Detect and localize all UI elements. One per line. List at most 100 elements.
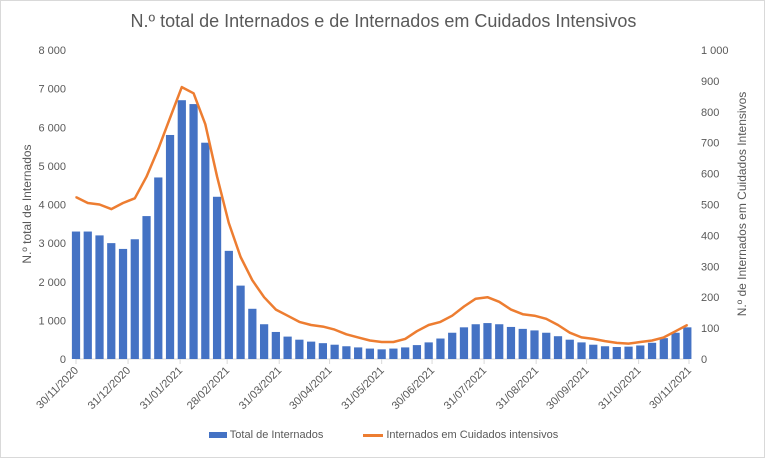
point-cuidados-intensivos: [204, 123, 207, 125]
y-tick-label-right: 100: [701, 323, 719, 335]
x-tick-label: 31/03/2021: [237, 365, 284, 412]
x-tick-label: 31/01/2021: [138, 365, 185, 412]
bar-total-internados: [71, 231, 81, 359]
bar-total-internados: [471, 324, 480, 359]
point-cuidados-intensivos: [216, 175, 218, 178]
x-tick-label: 30/11/2021: [647, 365, 694, 412]
y-tick-label-left: 2 000: [38, 277, 66, 289]
x-tick-label: 28/02/2021: [185, 365, 232, 412]
point-cuidados-intensivos: [181, 86, 183, 88]
point-cuidados-intensivos: [557, 324, 559, 326]
point-cuidados-intensivos: [357, 336, 359, 339]
point-cuidados-intensivos: [298, 321, 301, 323]
legend: Total de Internados Internados em Cuidad…: [1, 429, 764, 441]
point-cuidados-intensivos: [498, 301, 501, 303]
bar-total-internados: [530, 330, 539, 359]
bar-total-internados: [177, 100, 186, 360]
y-tick-label-right: 600: [701, 169, 719, 181]
point-cuidados-intensivos: [439, 321, 442, 323]
point-cuidados-intensivos: [463, 305, 465, 308]
bar-total-internados: [506, 326, 516, 359]
bar-total-internados: [189, 104, 198, 359]
point-cuidados-intensivos: [75, 196, 77, 198]
y-tick-label-right: 800: [701, 107, 719, 119]
point-cuidados-intensivos: [122, 202, 124, 204]
bar-total-internados: [483, 323, 492, 359]
bar-total-internados: [495, 324, 504, 359]
bar-total-internados: [600, 346, 610, 359]
y-tick-label-left: 4 000: [38, 200, 66, 212]
bar-total-internados: [401, 347, 410, 359]
x-tick-label: 30/04/2021: [287, 365, 334, 412]
point-cuidados-intensivos: [110, 208, 113, 210]
bar-total-internados: [283, 336, 292, 359]
y-tick-label-right: 400: [701, 230, 719, 242]
point-cuidados-intensivos: [286, 314, 289, 317]
point-cuidados-intensivos: [663, 336, 665, 339]
point-cuidados-intensivos: [169, 117, 171, 119]
bar-total-internados: [553, 336, 563, 359]
y-tick-label-left: 7 000: [38, 84, 66, 96]
bar-total-internados: [107, 243, 116, 359]
point-cuidados-intensivos: [674, 330, 677, 332]
bar-total-internados: [201, 142, 210, 359]
point-cuidados-intensivos: [251, 279, 254, 282]
bar-total-internados: [118, 248, 128, 359]
bar-total-internados: [683, 327, 692, 359]
legend-label: Internados em Cuidados intensivos: [386, 429, 559, 441]
y-tick-label-left: 0: [60, 354, 66, 366]
bar-total-internados: [224, 250, 233, 359]
point-cuidados-intensivos: [592, 338, 595, 340]
point-cuidados-intensivos: [228, 222, 230, 224]
bar-total-internados: [389, 348, 398, 359]
bar-total-internados: [647, 342, 657, 359]
legend-swatch-line: [363, 433, 384, 437]
point-cuidados-intensivos: [157, 148, 160, 150]
y-tick-label-left: 8 000: [38, 45, 66, 57]
y-tick-label-right: 900: [701, 76, 719, 88]
point-cuidados-intensivos: [545, 318, 548, 320]
point-cuidados-intensivos: [474, 297, 477, 300]
bar-total-internados: [671, 332, 680, 359]
legend-item-icu: Internados em Cuidados intensivos: [363, 429, 558, 441]
point-cuidados-intensivos: [427, 324, 430, 326]
point-cuidados-intensivos: [486, 296, 489, 299]
point-cuidados-intensivos: [404, 338, 406, 340]
y-tick-label-left: 3 000: [38, 238, 66, 250]
point-cuidados-intensivos: [521, 313, 524, 315]
bar-total-internados: [365, 348, 375, 359]
bar-total-internados: [459, 327, 469, 359]
point-cuidados-intensivos: [86, 202, 89, 204]
point-cuidados-intensivos: [145, 175, 148, 178]
point-cuidados-intensivos: [533, 314, 536, 317]
bar-total-internados: [83, 231, 92, 359]
bar-total-internados: [577, 342, 586, 359]
bar-total-internados: [130, 239, 139, 359]
point-cuidados-intensivos: [133, 197, 136, 200]
legend-swatch-bar: [208, 432, 227, 438]
point-cuidados-intensivos: [263, 296, 265, 299]
point-cuidados-intensivos: [322, 325, 324, 328]
bar-total-internados: [142, 216, 151, 359]
x-tick-label: 30/11/2020: [34, 365, 81, 412]
x-tick-label: 31/05/2021: [339, 365, 386, 412]
bar-total-internados: [95, 235, 104, 359]
y-tick-label-right: 200: [701, 292, 719, 304]
point-cuidados-intensivos: [416, 330, 418, 332]
point-cuidados-intensivos: [275, 308, 277, 311]
point-cuidados-intensivos: [192, 92, 195, 95]
point-cuidados-intensivos: [392, 341, 395, 343]
y-tick-label-left: 1 000: [38, 315, 66, 327]
point-cuidados-intensivos: [98, 203, 101, 206]
point-cuidados-intensivos: [451, 314, 453, 317]
point-cuidados-intensivos: [510, 308, 512, 311]
point-cuidados-intensivos: [345, 333, 348, 336]
y-tick-label-left: 6 000: [38, 122, 66, 134]
x-tick-label: 31/12/2020: [86, 365, 133, 412]
point-cuidados-intensivos: [580, 336, 583, 339]
x-tick-label: 31/07/2021: [442, 365, 489, 412]
bar-total-internados: [165, 134, 175, 359]
y-tick-label-right: 700: [701, 138, 719, 150]
bar-total-internados: [624, 346, 633, 359]
bar-total-internados: [307, 341, 316, 359]
